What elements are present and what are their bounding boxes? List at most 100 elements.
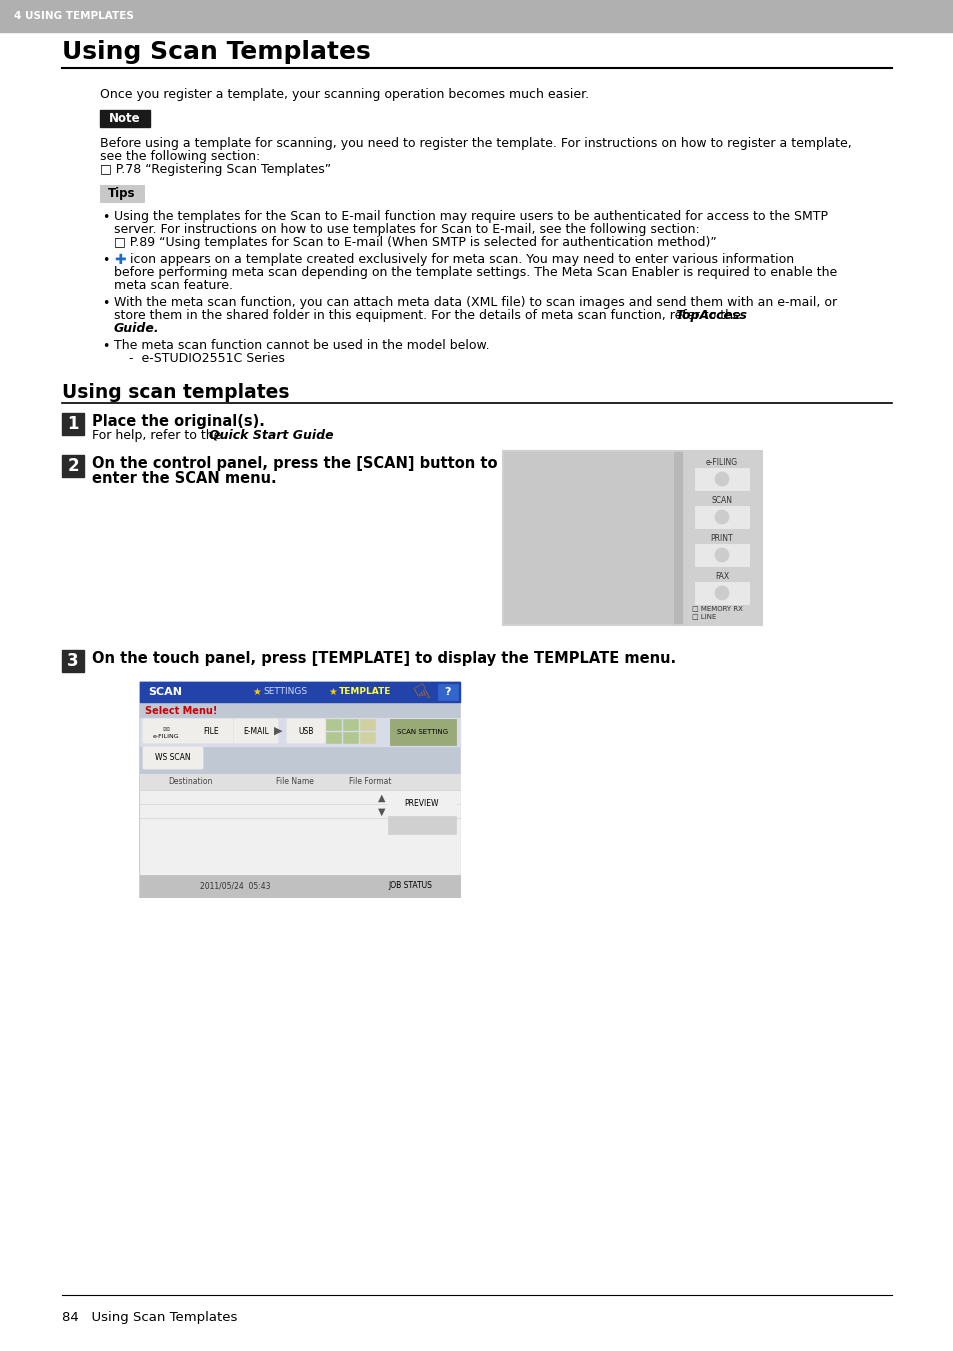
Bar bbox=[695, 544, 748, 566]
Text: □ LINE: □ LINE bbox=[691, 613, 716, 619]
Text: ✚: ✚ bbox=[113, 253, 126, 267]
Circle shape bbox=[714, 586, 728, 600]
Text: server. For instructions on how to use templates for Scan to E-mail, see the fol: server. For instructions on how to use t… bbox=[113, 223, 699, 236]
Bar bbox=[695, 507, 748, 528]
Text: -  e-STUDIO2551C Series: - e-STUDIO2551C Series bbox=[129, 353, 285, 365]
Text: ?: ? bbox=[444, 688, 451, 697]
Text: •: • bbox=[102, 254, 110, 267]
FancyBboxPatch shape bbox=[143, 747, 203, 769]
Text: •: • bbox=[102, 297, 110, 309]
Text: Place the original(s).: Place the original(s). bbox=[91, 413, 265, 430]
Bar bbox=[343, 732, 357, 743]
Bar bbox=[62, 413, 84, 435]
Text: enter the SCAN menu.: enter the SCAN menu. bbox=[91, 471, 276, 486]
Text: Destination: Destination bbox=[168, 777, 212, 786]
Text: 2011/05/24  05:43: 2011/05/24 05:43 bbox=[200, 881, 271, 890]
Text: Select Menu!: Select Menu! bbox=[145, 707, 217, 716]
Bar bbox=[62, 650, 84, 671]
Bar bbox=[140, 774, 459, 875]
Bar bbox=[100, 185, 144, 203]
Text: SETTINGS: SETTINGS bbox=[263, 688, 307, 697]
Text: E-MAIL: E-MAIL bbox=[243, 727, 269, 735]
FancyBboxPatch shape bbox=[143, 719, 189, 743]
Bar bbox=[0, 0, 953, 32]
Text: store them in the shared folder in this equipment. For the details of meta scan : store them in the shared folder in this … bbox=[113, 309, 744, 322]
Text: .: . bbox=[322, 430, 326, 442]
Text: Using Scan Templates: Using Scan Templates bbox=[62, 41, 371, 63]
Text: With the meta scan function, you can attach meta data (XML file) to scan images : With the meta scan function, you can att… bbox=[113, 296, 836, 309]
Bar bbox=[140, 717, 459, 746]
Bar bbox=[100, 109, 150, 127]
Bar bbox=[343, 719, 357, 730]
Text: WS SCAN: WS SCAN bbox=[155, 754, 191, 762]
Text: SCAN: SCAN bbox=[711, 496, 732, 505]
Bar bbox=[437, 684, 457, 700]
Text: For help, refer to the: For help, refer to the bbox=[91, 430, 225, 442]
FancyBboxPatch shape bbox=[189, 719, 233, 743]
Text: □ P.89 “Using templates for Scan to E-mail (When SMTP is selected for authentica: □ P.89 “Using templates for Scan to E-ma… bbox=[113, 236, 716, 249]
Text: ✉: ✉ bbox=[162, 725, 170, 734]
Text: 3: 3 bbox=[67, 653, 79, 670]
FancyBboxPatch shape bbox=[287, 719, 325, 743]
Bar bbox=[695, 582, 748, 604]
Text: USB: USB bbox=[298, 727, 314, 735]
Bar bbox=[501, 450, 761, 626]
Text: 4 USING TEMPLATES: 4 USING TEMPLATES bbox=[14, 11, 133, 22]
Text: SCAN SETTING: SCAN SETTING bbox=[397, 730, 448, 735]
Text: JOB STATUS: JOB STATUS bbox=[388, 881, 432, 890]
Text: Using scan templates: Using scan templates bbox=[62, 382, 289, 403]
Text: e-FILING: e-FILING bbox=[152, 734, 179, 739]
Text: TEMPLATE: TEMPLATE bbox=[338, 688, 391, 697]
Circle shape bbox=[714, 471, 728, 486]
Bar bbox=[359, 719, 375, 730]
Text: □ MEMORY RX: □ MEMORY RX bbox=[691, 605, 742, 611]
Text: ★: ★ bbox=[252, 688, 260, 697]
Text: ▶: ▶ bbox=[274, 725, 282, 736]
Text: FAX: FAX bbox=[714, 571, 728, 581]
Text: •: • bbox=[102, 340, 110, 353]
Text: 84   Using Scan Templates: 84 Using Scan Templates bbox=[62, 1312, 237, 1324]
Text: ★: ★ bbox=[328, 688, 336, 697]
Text: 2: 2 bbox=[67, 457, 79, 476]
Text: e-FILING: e-FILING bbox=[705, 458, 738, 467]
Text: File Format: File Format bbox=[349, 777, 391, 786]
Text: ▼: ▼ bbox=[377, 807, 385, 817]
Bar bbox=[140, 682, 459, 703]
Text: TopAccess: TopAccess bbox=[675, 309, 746, 322]
Text: File Name: File Name bbox=[275, 777, 314, 786]
Text: Using the templates for the Scan to E-mail function may require users to be auth: Using the templates for the Scan to E-ma… bbox=[113, 209, 827, 223]
Bar bbox=[388, 816, 456, 834]
Text: icon appears on a template created exclusively for meta scan. You may need to en: icon appears on a template created exclu… bbox=[126, 253, 793, 266]
Text: Tips: Tips bbox=[108, 186, 135, 200]
Bar bbox=[503, 453, 671, 623]
Text: On the touch panel, press [TEMPLATE] to display the TEMPLATE menu.: On the touch panel, press [TEMPLATE] to … bbox=[91, 651, 676, 666]
Text: Quick Start Guide: Quick Start Guide bbox=[209, 430, 334, 442]
Bar bbox=[326, 719, 340, 730]
Bar bbox=[359, 732, 375, 743]
Text: The meta scan function cannot be used in the model below.: The meta scan function cannot be used in… bbox=[113, 339, 489, 353]
Text: see the following section:: see the following section: bbox=[100, 150, 260, 163]
Text: Before using a template for scanning, you need to register the template. For ins: Before using a template for scanning, yo… bbox=[100, 136, 851, 150]
Bar bbox=[62, 455, 84, 477]
Text: ☞: ☞ bbox=[405, 680, 432, 708]
Text: PREVIEW: PREVIEW bbox=[404, 798, 438, 808]
Bar bbox=[326, 732, 340, 743]
Text: Note: Note bbox=[109, 112, 141, 126]
Text: FILE: FILE bbox=[203, 727, 218, 735]
Bar bbox=[140, 682, 459, 897]
Text: •: • bbox=[102, 211, 110, 224]
Text: SCAN: SCAN bbox=[148, 688, 182, 697]
Text: 1: 1 bbox=[67, 415, 79, 434]
Text: Guide.: Guide. bbox=[113, 322, 159, 335]
Text: PRINT: PRINT bbox=[710, 534, 733, 543]
Text: before performing meta scan depending on the template settings. The Meta Scan En: before performing meta scan depending on… bbox=[113, 266, 837, 280]
Bar bbox=[140, 774, 459, 790]
Bar bbox=[673, 453, 681, 623]
Circle shape bbox=[714, 509, 728, 524]
Bar bbox=[390, 719, 456, 744]
FancyBboxPatch shape bbox=[233, 719, 277, 743]
Text: meta scan feature.: meta scan feature. bbox=[113, 280, 233, 292]
Text: ▲: ▲ bbox=[377, 793, 385, 802]
Circle shape bbox=[714, 549, 728, 562]
Bar bbox=[388, 794, 456, 812]
